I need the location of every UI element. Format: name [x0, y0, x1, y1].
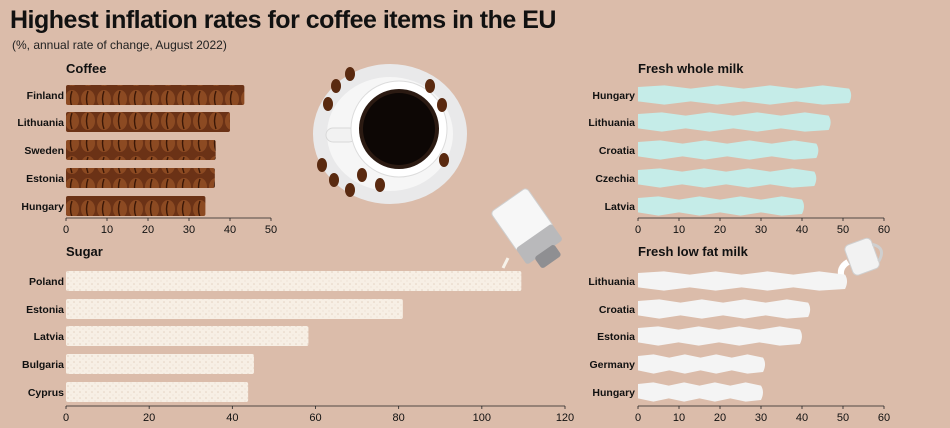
bar-coffee: [66, 168, 215, 188]
chart-title: Highest inflation rates for coffee items…: [10, 6, 556, 34]
category-label: Hungary: [592, 387, 635, 399]
x-tick-label: 20: [143, 412, 155, 424]
category-label: Czechia: [595, 173, 635, 185]
coffee-cup-illustration: [313, 64, 467, 204]
x-tick-label: 50: [837, 224, 849, 236]
bar-lowfat: [638, 354, 766, 374]
panel-coffee: Coffee Finland Lithuania Sweden Estonia Hunga…: [17, 61, 277, 236]
category-label: Hungary: [592, 90, 635, 102]
category-label: Estonia: [597, 331, 635, 343]
bar-whole: [638, 140, 819, 160]
bar-lowfat: [638, 271, 848, 291]
bar-lowfat: [638, 382, 763, 402]
category-label: Latvia: [605, 201, 636, 213]
x-tick-label: 0: [63, 224, 69, 236]
bar-lowfat: [638, 326, 802, 346]
bar-whole: [638, 196, 804, 216]
chart-subtitle: (%, annual rate of change, August 2022): [12, 38, 227, 52]
x-tick-label: 30: [755, 412, 767, 424]
bar-sugar: [66, 382, 249, 402]
bar-coffee: [66, 85, 245, 105]
sugar-shaker-illustration: [491, 188, 562, 269]
bar-coffee: [66, 140, 216, 160]
category-label: Estonia: [26, 173, 64, 185]
category-label: Hungary: [21, 201, 64, 213]
x-tick-label: 40: [224, 224, 236, 236]
category-label: Croatia: [599, 304, 635, 316]
x-tick-label: 40: [796, 224, 808, 236]
milk-pitcher-illustration: [837, 237, 884, 280]
bar-whole: [638, 112, 831, 132]
panel-sugar: Sugar Poland Estonia Latvia Bulgaria Cyprus 0 2…: [22, 244, 574, 424]
x-tick-label: 50: [837, 412, 849, 424]
bar-whole: [638, 85, 852, 105]
x-tick-label: 20: [714, 412, 726, 424]
category-label: Croatia: [599, 145, 635, 157]
category-label: Lithuania: [588, 117, 635, 129]
bar-sugar: [66, 271, 522, 291]
x-tick-label: 30: [183, 224, 195, 236]
bar-sugar: [66, 326, 309, 346]
panel-title-whole: Fresh whole milk: [638, 61, 744, 76]
category-label: Latvia: [34, 331, 65, 343]
x-tick-label: 40: [796, 412, 808, 424]
panel-whole: Fresh whole milk Hungary Lithuania Croatia C…: [588, 61, 890, 236]
x-tick-label: 50: [265, 224, 277, 236]
x-tick-label: 0: [635, 224, 641, 236]
bar-lowfat: [638, 299, 811, 319]
x-tick-label: 120: [556, 412, 574, 424]
category-label: Germany: [589, 359, 635, 371]
bar-whole: [638, 168, 817, 188]
x-tick-label: 20: [142, 224, 154, 236]
x-tick-label: 0: [635, 412, 641, 424]
panel-title-sugar: Sugar: [66, 244, 103, 259]
category-label: Sweden: [24, 145, 64, 157]
x-tick-label: 100: [473, 412, 491, 424]
x-tick-label: 10: [101, 224, 113, 236]
x-tick-label: 30: [755, 224, 767, 236]
panel-title-coffee: Coffee: [66, 61, 106, 76]
x-tick-label: 60: [309, 412, 321, 424]
category-label: Bulgaria: [22, 359, 64, 371]
category-label: Estonia: [26, 304, 64, 316]
category-label: Lithuania: [588, 276, 635, 288]
category-label: Cyprus: [28, 387, 64, 399]
x-tick-label: 60: [878, 412, 890, 424]
x-tick-label: 20: [714, 224, 726, 236]
x-tick-label: 60: [878, 224, 890, 236]
bar-coffee: [66, 196, 206, 216]
x-tick-label: 10: [673, 412, 685, 424]
category-label: Poland: [29, 276, 64, 288]
bar-sugar: [66, 299, 403, 319]
category-label: Finland: [27, 90, 64, 102]
x-tick-label: 10: [673, 224, 685, 236]
bar-sugar: [66, 354, 254, 374]
x-tick-label: 80: [393, 412, 405, 424]
panel-lowfat: Fresh low fat milk Lithuania Croatia Estoni…: [588, 244, 890, 424]
bar-coffee: [66, 112, 230, 132]
panel-title-lowfat: Fresh low fat milk: [638, 244, 749, 259]
x-tick-label: 0: [63, 412, 69, 424]
category-label: Lithuania: [17, 117, 64, 129]
x-tick-label: 40: [226, 412, 238, 424]
